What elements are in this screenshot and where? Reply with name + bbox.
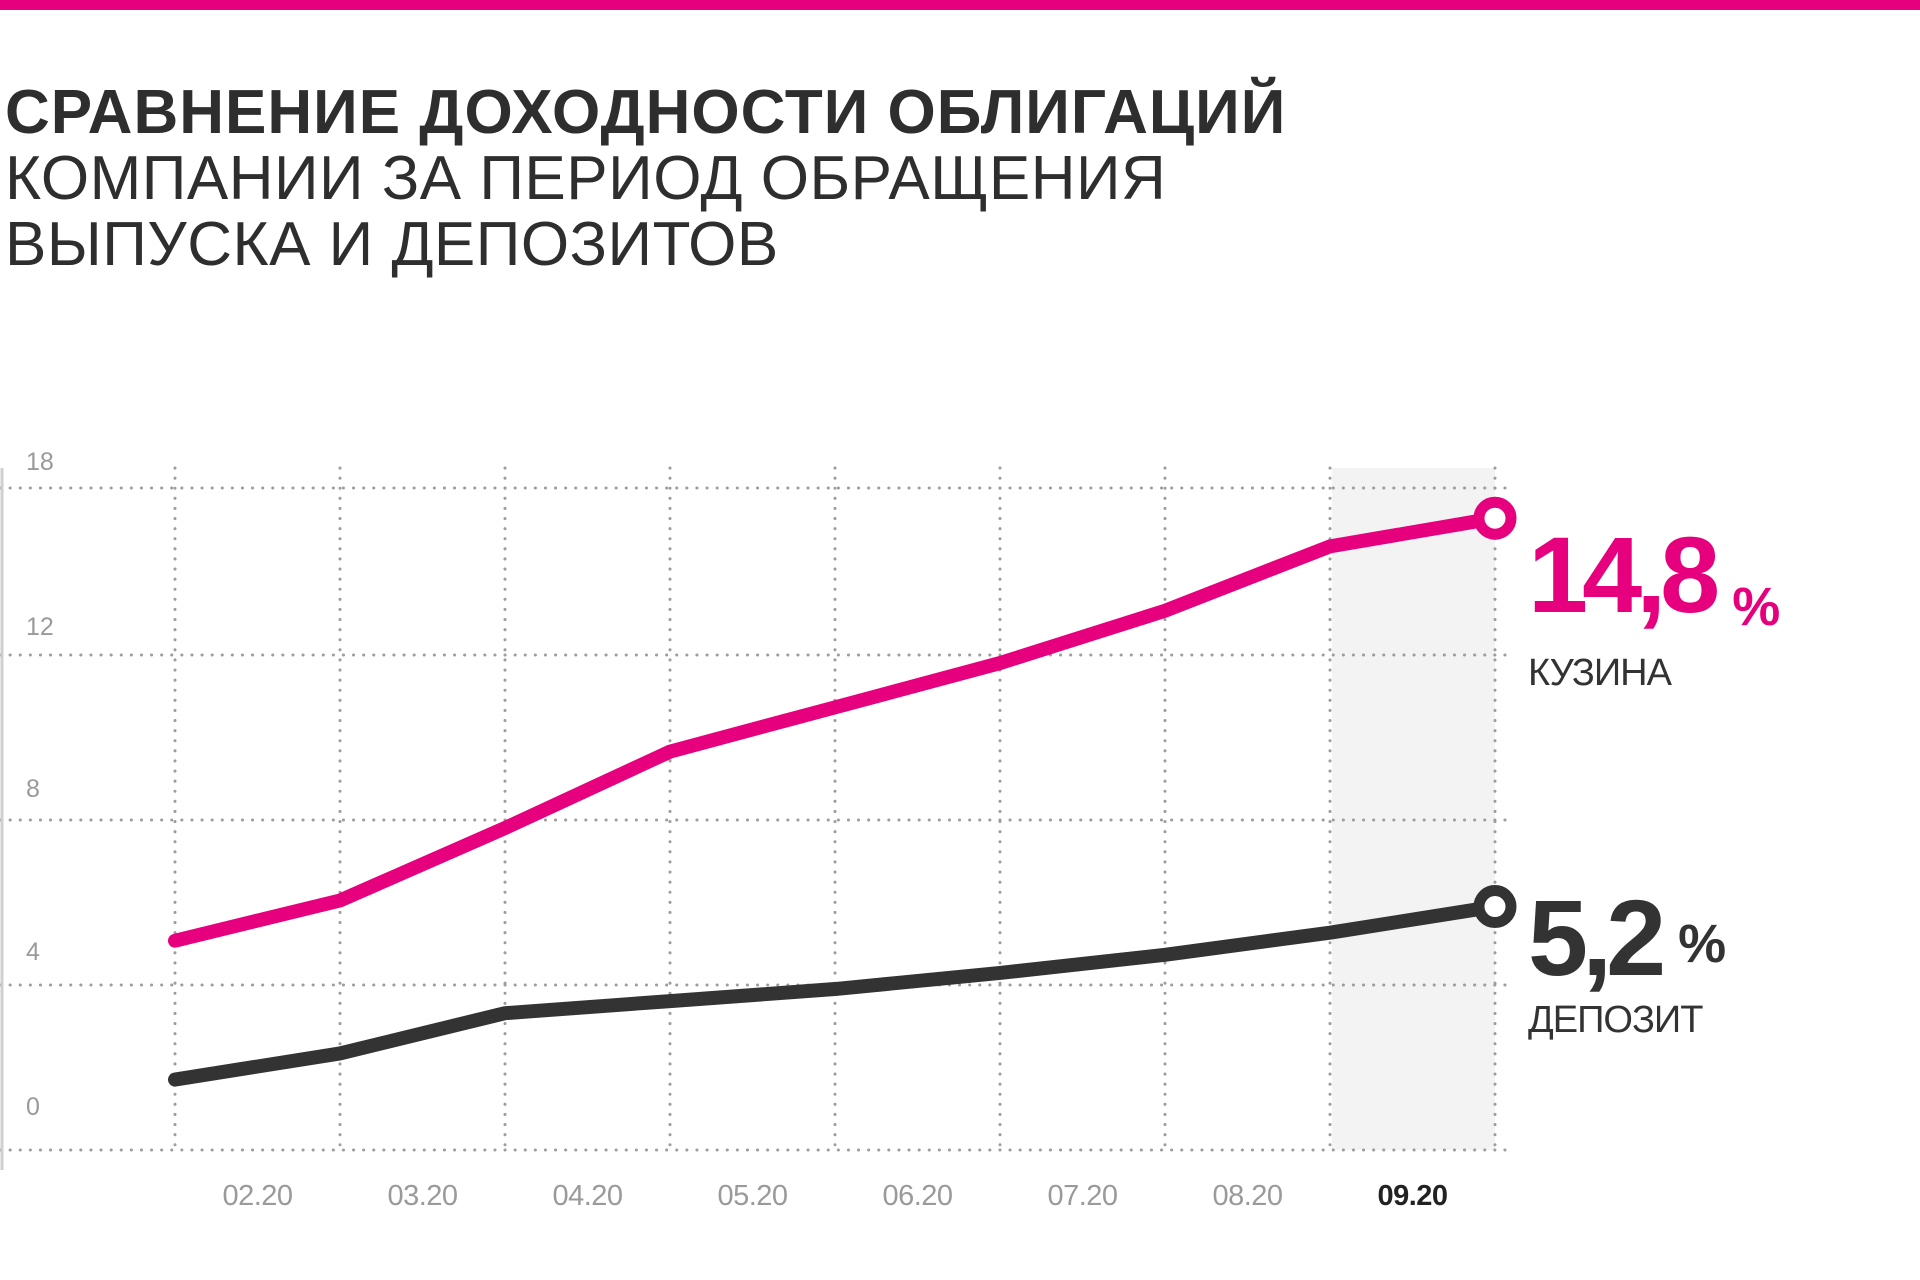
series-end-point <box>1473 885 1517 929</box>
top-accent-bar <box>0 0 1920 10</box>
highlight-band <box>1332 468 1495 1150</box>
title-line-3: ВЫПУСКА И ДЕПОЗИТОВ <box>5 210 779 279</box>
x-axis-ticks: 02.20 03.20 04.20 05.20 06.20 07.20 08.20 09.20 <box>222 1180 1448 1212</box>
x-tick-label: 09.20 <box>1377 1180 1447 1212</box>
x-tick-label: 07.20 <box>1047 1180 1117 1212</box>
y-tick-label: 18 <box>26 448 54 476</box>
y-tick-label: 8 <box>26 775 40 803</box>
end-unit-label: % <box>1678 914 1726 974</box>
end-unit-label: % <box>1732 577 1780 637</box>
x-tick-label: 05.20 <box>717 1180 787 1212</box>
series-end-point <box>1473 496 1517 540</box>
x-tick-label: 08.20 <box>1212 1180 1282 1212</box>
x-tick-label: 06.20 <box>882 1180 952 1212</box>
x-tick-label: 03.20 <box>387 1180 457 1212</box>
series-name-label: ДЕПОЗИТ <box>1528 999 1703 1041</box>
end-value-label: 14,8 <box>1528 514 1717 635</box>
x-tick-label: 04.20 <box>552 1180 622 1212</box>
y-axis-ticks: 18 12 8 4 0 <box>26 448 54 1121</box>
chart-title: СРАВНЕНИЕ ДОХОДНОСТИ ОБЛИГАЦИЙ КОМПАНИИ … <box>5 80 1286 278</box>
title-line-2: КОМПАНИИ ЗА ПЕРИОД ОБРАЩЕНИЯ <box>5 144 1167 213</box>
y-tick-label: 0 <box>26 1093 40 1121</box>
y-tick-label: 4 <box>26 938 40 966</box>
end-labels: 14,8 % КУЗИНА 5,2 % ДЕПОЗИТ <box>1528 514 1780 1041</box>
y-tick-label: 12 <box>26 613 54 641</box>
chart-grid <box>0 466 1517 1152</box>
end-value-label: 5,2 <box>1528 877 1662 998</box>
title-line-1: СРАВНЕНИЕ ДОХОДНОСТИ ОБЛИГАЦИЙ <box>5 78 1287 147</box>
chart-series <box>168 496 1517 1087</box>
x-tick-label: 02.20 <box>222 1180 292 1212</box>
series-name-label: КУЗИНА <box>1528 652 1673 694</box>
